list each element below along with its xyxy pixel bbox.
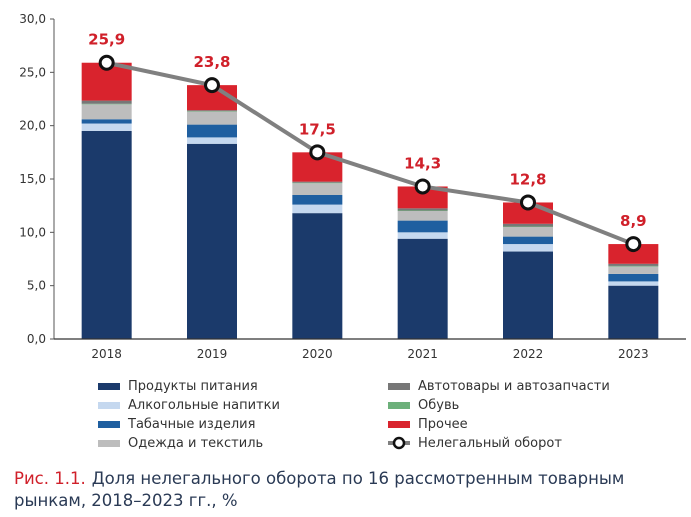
x-tick-label: 2020: [302, 347, 333, 361]
legend-label: Автотовары и автозапчасти: [418, 378, 610, 394]
y-tick-label: 15,0: [19, 172, 46, 186]
bar-segment: [397, 238, 448, 339]
bar-segment: [608, 273, 659, 282]
bar-segment: [608, 263, 659, 266]
x-tick-label: 2022: [513, 347, 544, 361]
line-point: [520, 194, 536, 211]
x-tick-label: 2023: [618, 347, 649, 361]
line-point: [309, 144, 326, 161]
y-tick-label: 20,0: [19, 119, 46, 133]
bar-segment: [397, 186, 448, 209]
bar-segment: [397, 211, 448, 221]
legend: Продукты питания Автотовары и автозапчас…: [98, 377, 658, 452]
line-point: [625, 236, 642, 253]
legend-item-tobacco: Табачные изделия: [98, 415, 388, 433]
legend-label: Обувь: [418, 397, 460, 413]
total-label: 23,8: [193, 53, 230, 71]
bar-segment: [503, 223, 553, 227]
bar-segment: [292, 213, 343, 339]
bar-segment: [608, 266, 659, 274]
bar-segment: [187, 143, 237, 339]
legend-item-auto: Автотовары и автозапчасти: [388, 377, 658, 395]
legend-item-other: Прочее: [388, 415, 658, 433]
figure-caption: Рис. 1.1. Доля нелегального оборота по 16…: [14, 468, 674, 512]
legend-swatch: [98, 439, 120, 447]
total-label: 14,3: [404, 154, 441, 172]
legend-swatch: [388, 401, 410, 409]
bar-segment: [608, 244, 659, 264]
y-tick-label: 5,0: [27, 279, 46, 293]
bar-segment: [81, 131, 132, 339]
bar-segment: [187, 137, 237, 144]
bar-segment: [81, 123, 132, 131]
legend-label: Продукты питания: [128, 378, 258, 394]
bar-segment: [292, 183, 343, 195]
bar-segment: [81, 103, 132, 105]
bar-segment: [292, 182, 343, 184]
illegal-turnover-line: [106, 60, 635, 246]
x-tick-label: 2018: [91, 347, 122, 361]
y-tick-label: 0,0: [27, 332, 46, 346]
stacked-bar-chart: 0,0 5,0 10,0 15,0 20,0 25,0 30,0 25,9 2018 23,8 20…: [19, 12, 686, 361]
bar-segment: [608, 265, 659, 267]
bar-segment: [503, 244, 553, 252]
legend-item-illegal-turnover: Нелегальный оборот: [388, 434, 658, 452]
total-label: 25,9: [88, 31, 125, 49]
bar-segment: [608, 285, 659, 339]
bar-segment: [503, 236, 553, 245]
line-point: [98, 54, 115, 71]
caption-text: Доля нелегального оборота по 16 рассмотр…: [14, 469, 625, 510]
bar-segment: [292, 204, 343, 214]
figure-label: Рис. 1.1.: [14, 469, 86, 488]
y-tick-label: 10,0: [19, 225, 46, 239]
legend-swatch: [98, 420, 120, 428]
legend-swatch: [98, 382, 120, 390]
bar-segment: [292, 195, 343, 205]
legend-label: Прочее: [418, 416, 468, 432]
bar-segment: [187, 110, 237, 112]
legend-label: Алкогольные напитки: [128, 397, 280, 413]
x-tick-label: 2021: [407, 347, 438, 361]
legend-swatch: [388, 420, 410, 428]
y-tick-label: 30,0: [19, 12, 46, 26]
bar-segment: [81, 119, 132, 124]
legend-item-footwear: Обувь: [388, 396, 658, 414]
x-tick-label: 2019: [197, 347, 228, 361]
legend-item-clothing: Одежда и текстиль: [98, 434, 388, 452]
total-label: 8,9: [620, 212, 647, 230]
total-label: 17,5: [299, 120, 336, 138]
y-tick-label: 25,0: [19, 65, 46, 79]
bar-segment: [503, 251, 553, 339]
bar-segment: [503, 226, 553, 227]
legend-item-food: Продукты питания: [98, 377, 388, 395]
bar-segment: [187, 111, 237, 112]
bar-segment: [292, 181, 343, 183]
legend-item-alcohol: Алкогольные напитки: [98, 396, 388, 414]
legend-swatch: [388, 382, 410, 390]
bar-segment: [187, 124, 237, 138]
bar-segment: [503, 227, 553, 237]
legend-label: Табачные изделия: [128, 416, 256, 432]
bar-segment: [81, 104, 132, 120]
bar-segment: [397, 220, 448, 233]
total-label: 12,8: [509, 170, 546, 188]
legend-swatch: [98, 401, 120, 409]
line-marker-icon: [388, 436, 410, 450]
bar-segment: [608, 281, 659, 286]
bar-segment: [397, 208, 448, 211]
bar-segment: [81, 100, 132, 104]
line-point: [204, 77, 220, 94]
bar-segment: [397, 232, 448, 239]
legend-label: Одежда и текстиль: [128, 435, 264, 451]
legend-label: Нелегальный оборот: [418, 435, 562, 451]
bar-segment: [187, 111, 237, 125]
bar-segment: [397, 210, 448, 211]
line-point: [414, 178, 431, 195]
